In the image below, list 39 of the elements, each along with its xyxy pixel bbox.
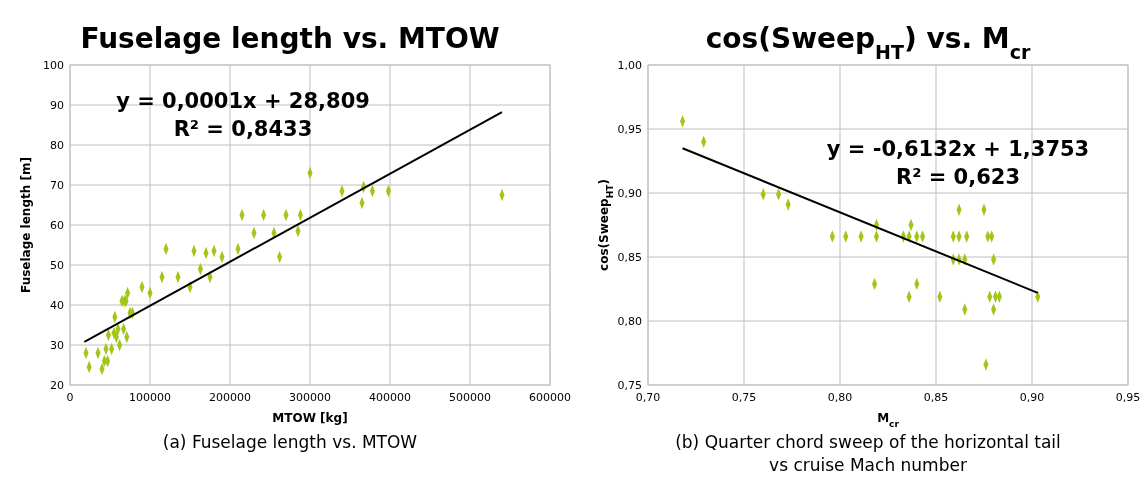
- annotation: R² = 0,8433: [173, 117, 313, 141]
- y-tick-label: 40: [50, 299, 64, 312]
- x-tick-label: 500000: [449, 391, 491, 404]
- x-tick-label: 0,85: [923, 391, 949, 404]
- x-tick-label: 600000: [529, 391, 571, 404]
- y-tick-label: 1,00: [617, 59, 642, 72]
- annotation: R² = 0,623: [895, 165, 1021, 189]
- x-tick-label: 100000: [129, 391, 171, 404]
- y-tick-label: 70: [50, 179, 64, 192]
- y-tick-label: 0,75: [617, 379, 642, 392]
- x-axis-title: M$_{cr}$: [877, 411, 900, 429]
- y-tick-label: 80: [50, 139, 64, 152]
- x-tick-label: 0,90: [1019, 391, 1045, 404]
- chart-title: cos(Sweep$_{HT}$) vs. M$_{cr}$: [705, 22, 1031, 63]
- y-tick-label: 100: [43, 59, 64, 72]
- chart-title: Fuselage length vs. MTOW: [80, 22, 500, 55]
- x-tick-label: 300000: [289, 391, 331, 404]
- x-axis-title: MTOW [kg]: [272, 411, 348, 425]
- y-tick-label: 0,95: [617, 123, 642, 136]
- y-axis-title: Fuselage length [m]: [19, 157, 33, 293]
- y-tick-label: 0,90: [617, 187, 642, 200]
- annotation: y = -0,6132x + 1,3753: [826, 137, 1090, 161]
- annotation: y = 0,0001x + 28,809: [116, 89, 370, 113]
- x-tick-label: 0,70: [635, 391, 661, 404]
- y-tick-label: 90: [50, 99, 64, 112]
- y-tick-label: 20: [50, 379, 64, 392]
- y-tick-label: 50: [50, 259, 64, 272]
- x-tick-label: 0,80: [827, 391, 853, 404]
- x-tick-label: 200000: [209, 391, 251, 404]
- y-tick-label: 0,80: [617, 315, 642, 328]
- text: (a) Fuselage length vs. MTOW: [162, 432, 418, 452]
- x-tick-label: 0,95: [1115, 391, 1141, 404]
- text: (b) Quarter chord sweep of the horizontal tail vs cruise Mach number: [675, 432, 1061, 475]
- x-tick-label: 0,75: [731, 391, 757, 404]
- y-tick-label: 60: [50, 219, 64, 232]
- x-tick-label: 400000: [369, 391, 411, 404]
- y-tick-label: 30: [50, 339, 64, 352]
- y-tick-label: 0,85: [617, 251, 642, 264]
- x-tick-label: 0: [66, 391, 74, 404]
